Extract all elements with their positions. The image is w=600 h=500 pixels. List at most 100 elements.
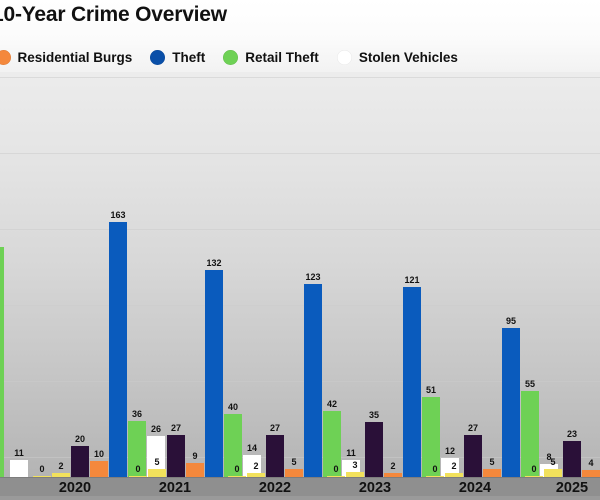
legend-dot-icon	[150, 49, 166, 65]
bar-value-label: 5	[154, 457, 160, 467]
legend-item-4[interactable]: Stolen Vehicles	[336, 49, 458, 65]
bar-value-label: 12	[444, 446, 456, 456]
bar-2021-robbery[interactable]: 27	[167, 424, 185, 477]
bar-value-label: 11	[14, 448, 24, 458]
bar-2023-residential-burgs[interactable]: 2	[384, 462, 402, 477]
bar-2022-robbery[interactable]: 27	[266, 424, 284, 477]
bar-2023-robbery[interactable]: 35	[365, 411, 383, 477]
bar-2020-stolen-vehicles[interactable]: 26	[147, 425, 165, 477]
bar-2020-commercial-burglary[interactable]: 2	[52, 462, 70, 477]
bar-value-label: 40	[227, 402, 239, 412]
legend-item-label: Stolen Vehicles	[358, 49, 458, 65]
bar-2020-zero[interactable]: 0	[33, 465, 51, 477]
bar-value-label: 9	[192, 451, 198, 461]
bar-value-label: 2	[451, 461, 457, 471]
bar-2025-robbery[interactable]: 23	[563, 430, 581, 477]
bar-2024-residential-burgs[interactable]: 5	[483, 458, 501, 477]
bar-2023-retail-theft[interactable]: 51	[422, 386, 440, 477]
bar-value-label: 8	[546, 452, 552, 462]
bar-value-label: 42	[326, 399, 338, 409]
bar-2022-residential-burgs[interactable]: 5	[285, 458, 303, 477]
bar-2025-commercial-burglary[interactable]: 5	[544, 458, 562, 477]
bar-value-label: 27	[467, 423, 479, 433]
page-title: 10-Year Crime Overview	[0, 3, 227, 26]
legend-dot-icon	[336, 49, 352, 65]
bar-2021-zero[interactable]: 0	[129, 465, 147, 477]
gridline-3	[0, 305, 600, 306]
legend-item-3[interactable]: Retail Theft	[223, 49, 319, 65]
bar-2022-retail-theft[interactable]: 42	[323, 400, 341, 477]
bar-2022-zero[interactable]: 0	[228, 465, 246, 477]
bar-2024-retail-theft[interactable]: 55	[521, 380, 539, 477]
bar-2023-stolen-vehicles[interactable]: 12	[441, 447, 459, 477]
bar-value-label: 10	[93, 449, 105, 459]
bar-2024-commercial-burglary[interactable]: 2	[445, 462, 463, 477]
bar-2020-robbery[interactable]: 20	[71, 435, 89, 477]
bar-value-label: 26	[150, 424, 162, 434]
legend-dot-icon	[223, 49, 239, 65]
bar-value-label: 27	[170, 423, 182, 433]
legend-item-label: Residential Burgs	[17, 49, 133, 65]
gridline-0	[0, 77, 600, 78]
bar-2021-commercial-burglary[interactable]: 5	[148, 458, 166, 477]
bar-value-label: 123	[305, 272, 321, 282]
bar-2020-retail-theft[interactable]: 36	[128, 410, 146, 477]
bar-2022-commercial-burglary[interactable]: 2	[247, 462, 265, 477]
bar-2021-stolen-vehicles[interactable]: 14	[243, 444, 261, 477]
bar-2023-commercial-burglary[interactable]: 3	[346, 461, 364, 477]
plot-area: 5110220101633626052791324014022751234211…	[0, 72, 600, 477]
bar-value-label: 5	[550, 457, 556, 467]
bar-value-label: 2	[58, 461, 64, 471]
bottom-strip	[0, 496, 600, 500]
bar-value-label: 163	[110, 210, 126, 220]
legend-item-label: Theft	[172, 49, 206, 65]
x-tick-2023: 2023	[358, 480, 392, 496]
bar-2022-theft[interactable]: 123	[304, 273, 322, 477]
bar-value-label: 2	[390, 461, 396, 471]
bar-value-label: 3	[352, 460, 358, 470]
bar-2023-zero[interactable]: 0	[327, 465, 345, 477]
gridline-5	[0, 457, 600, 458]
bar-2019-retail-theft[interactable]: 5	[0, 247, 4, 477]
x-tick-2024: 2024	[458, 480, 492, 496]
x-axis: 2020 2021 2022 2023 2024 2025	[0, 477, 600, 500]
bar-value-label: 0	[531, 464, 537, 474]
bar-value-label: 27	[269, 423, 281, 433]
bar-2021-theft[interactable]: 132	[205, 259, 223, 477]
bar-value-label: 36	[131, 409, 143, 419]
bar-2021-retail-theft[interactable]: 40	[224, 403, 242, 477]
bar-value-label: 35	[368, 410, 380, 420]
bar-value-label: 4	[588, 458, 594, 468]
bar-2024-theft[interactable]: 95	[502, 317, 520, 477]
bar-value-label: 0	[333, 464, 339, 474]
gridline-2	[0, 229, 600, 230]
bar-value-label: 0	[234, 464, 240, 474]
x-tick-2020: 2020	[58, 480, 92, 496]
x-tick-2025: 2025	[555, 480, 589, 496]
bar-value-label: 132	[206, 258, 222, 268]
bar-value-label: 51	[425, 385, 437, 395]
bar-value-label: 11	[346, 448, 356, 458]
bar-2024-robbery[interactable]: 27	[464, 424, 482, 477]
bar-value-label: 23	[566, 429, 578, 439]
bar-2025-zero[interactable]: 0	[525, 465, 543, 477]
chart-header: 10-Year Crime Overview yResidential Burg…	[0, 0, 600, 72]
legend-dot-icon	[0, 49, 11, 65]
bar-2021-residential-burgs[interactable]: 9	[186, 452, 204, 477]
bar-value-label: 14	[246, 443, 258, 453]
legend-item-2[interactable]: Theft	[150, 49, 206, 65]
legend-item-1[interactable]: Residential Burgs	[0, 49, 133, 65]
bar-value-label: 0	[432, 464, 438, 474]
bar-value-label: 20	[74, 434, 86, 444]
x-tick-2021: 2021	[158, 480, 192, 496]
x-tick-2022: 2022	[258, 480, 292, 496]
bar-2019-stolen-vehicles[interactable]: 11	[10, 449, 28, 477]
bar-2025-residential-burgs[interactable]: 4	[582, 459, 600, 477]
bar-value-label: 55	[524, 379, 536, 389]
bar-2020-residential-burgs[interactable]: 10	[90, 450, 108, 477]
bar-2023-theft[interactable]: 121	[403, 276, 421, 477]
legend-item-label: Retail Theft	[245, 49, 319, 65]
bar-2024-zero[interactable]: 0	[426, 465, 444, 477]
x-axis-ticks: 2020 2021 2022 2023 2024 2025	[0, 478, 600, 500]
bar-2020-theft[interactable]: 163	[109, 211, 127, 477]
